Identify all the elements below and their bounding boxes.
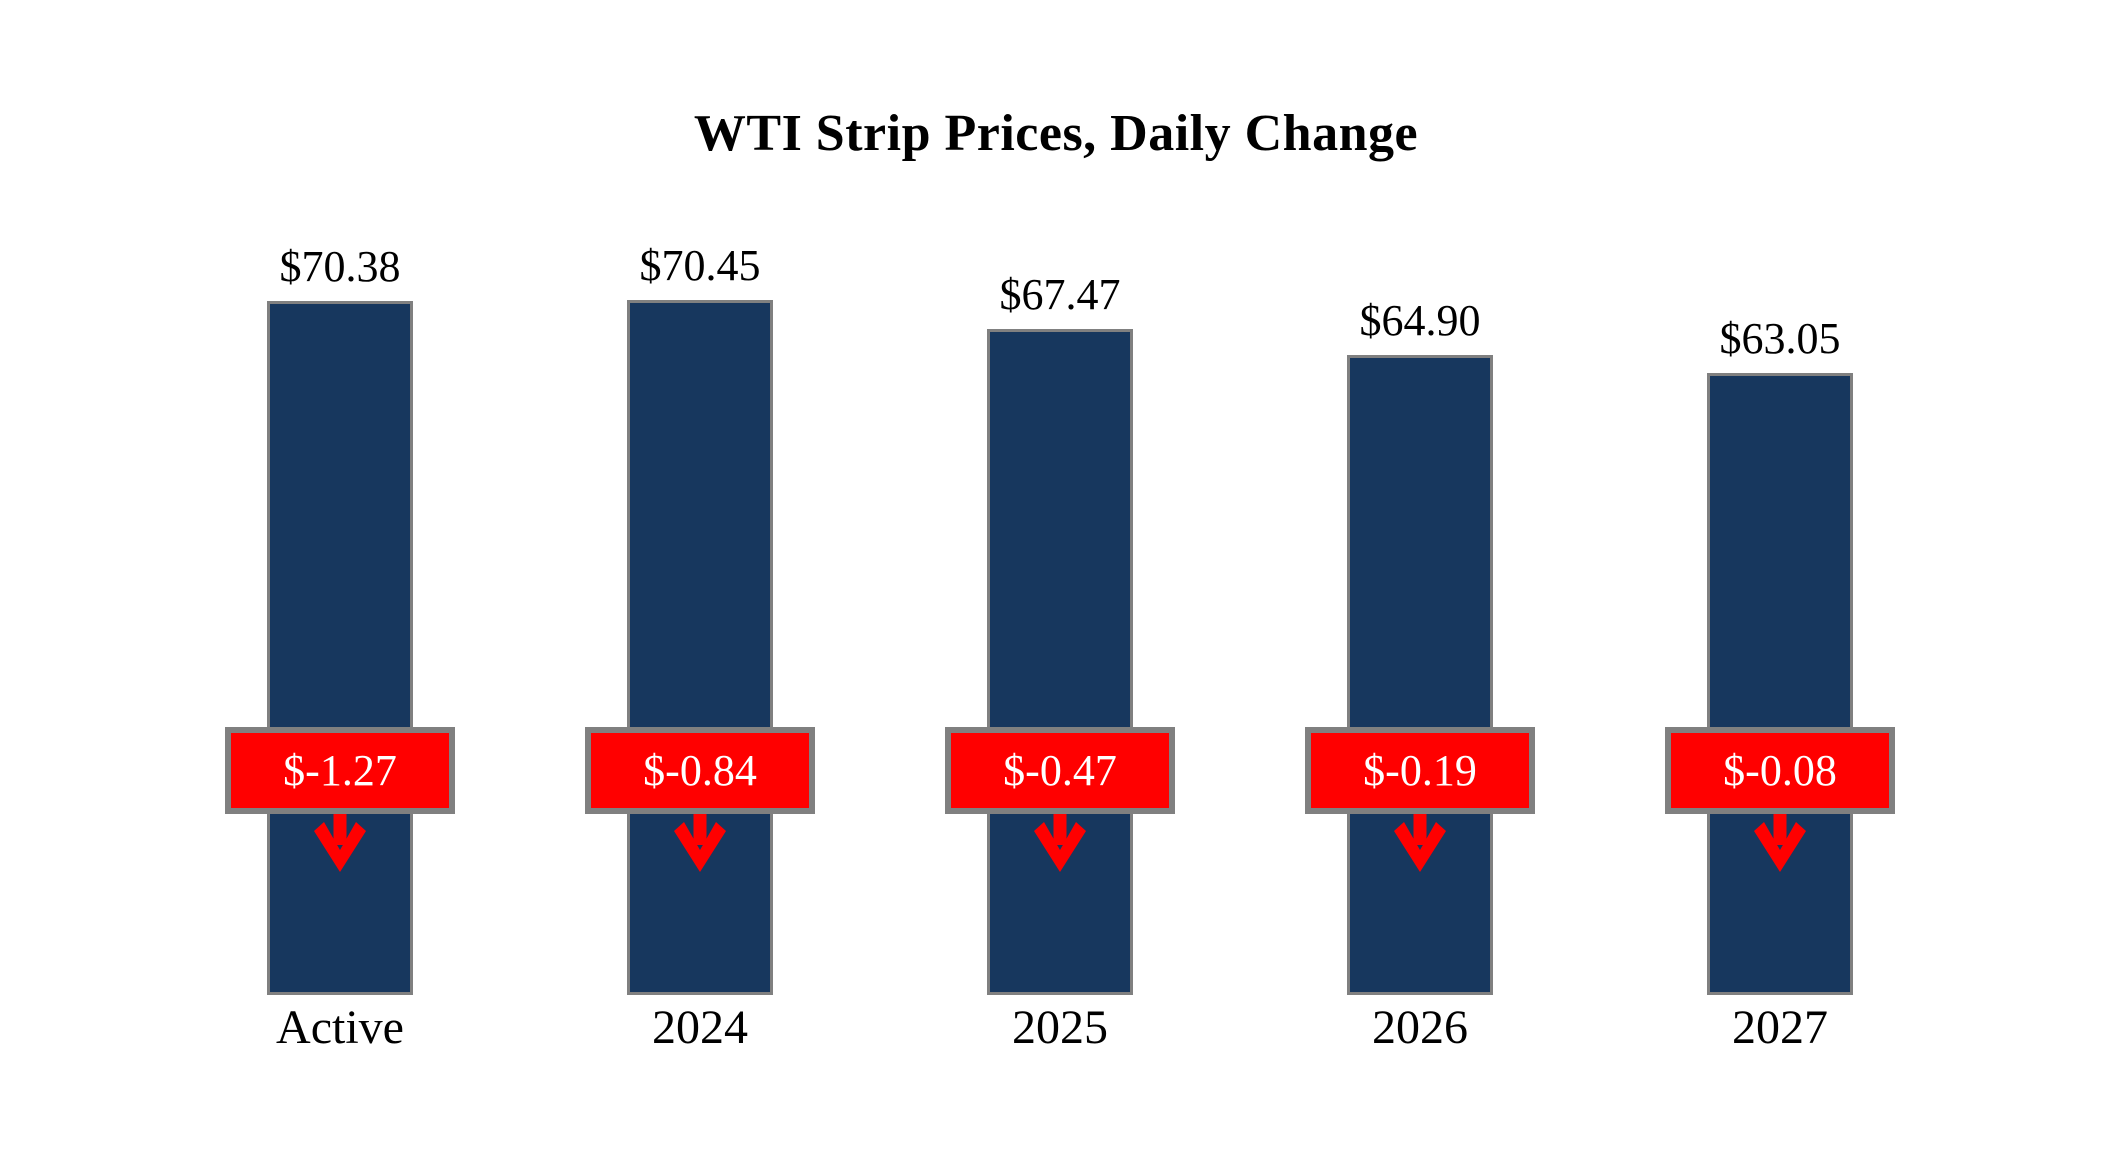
bar-group-2024: $70.45 $-0.84 2024 — [520, 0, 880, 1152]
daily-change-label: $-0.08 — [1723, 745, 1837, 795]
down-arrow-icon — [1393, 814, 1447, 874]
down-arrow-icon — [1753, 814, 1807, 874]
bar-group-2026: $64.90 $-0.19 2026 — [1240, 0, 1600, 1152]
down-arrow-icon — [1033, 814, 1087, 874]
x-axis-label-2025: 2025 — [1012, 1001, 1108, 1054]
bar-group-2027: $63.05 $-0.08 2027 — [1600, 0, 1960, 1152]
price-label-2025: $67.47 — [999, 270, 1121, 319]
daily-change-badge-2025: $-0.47 — [945, 727, 1175, 814]
bar-2027 — [1707, 373, 1853, 995]
x-axis-label-2027: 2027 — [1732, 1001, 1828, 1054]
daily-change-badge-2027: $-0.08 — [1665, 727, 1895, 814]
bar-active — [267, 301, 413, 995]
price-label-active: $70.38 — [279, 242, 401, 291]
bar-2024 — [627, 300, 773, 995]
plot-area: $70.38 $-1.27 Active $70.45 $-0.84 2024 $67.47… — [160, 0, 1960, 1152]
daily-change-badge-active: $-1.27 — [225, 727, 455, 814]
price-label-2024: $70.45 — [639, 241, 761, 290]
bar-group-active: $70.38 $-1.27 Active — [160, 0, 520, 1152]
daily-change-badge-2026: $-0.19 — [1305, 727, 1535, 814]
daily-change-label: $-0.19 — [1363, 745, 1477, 795]
daily-change-label: $-0.47 — [1003, 745, 1117, 795]
price-label-2026: $64.90 — [1359, 296, 1481, 345]
bar-group-2025: $67.47 $-0.47 2025 — [880, 0, 1240, 1152]
x-axis-label-2024: 2024 — [652, 1001, 748, 1054]
down-arrow-icon — [313, 814, 367, 874]
daily-change-label: $-1.27 — [283, 745, 397, 795]
x-axis-label-active: Active — [276, 1001, 404, 1054]
bar-2026 — [1347, 355, 1493, 995]
daily-change-badge-2024: $-0.84 — [585, 727, 815, 814]
chart-title: WTI Strip Prices, Daily Change — [693, 105, 1419, 162]
down-arrow-icon — [673, 814, 727, 874]
x-axis-label-2026: 2026 — [1372, 1001, 1468, 1054]
price-label-2027: $63.05 — [1719, 314, 1841, 363]
bar-2025 — [987, 329, 1133, 995]
daily-change-label: $-0.84 — [643, 745, 757, 795]
